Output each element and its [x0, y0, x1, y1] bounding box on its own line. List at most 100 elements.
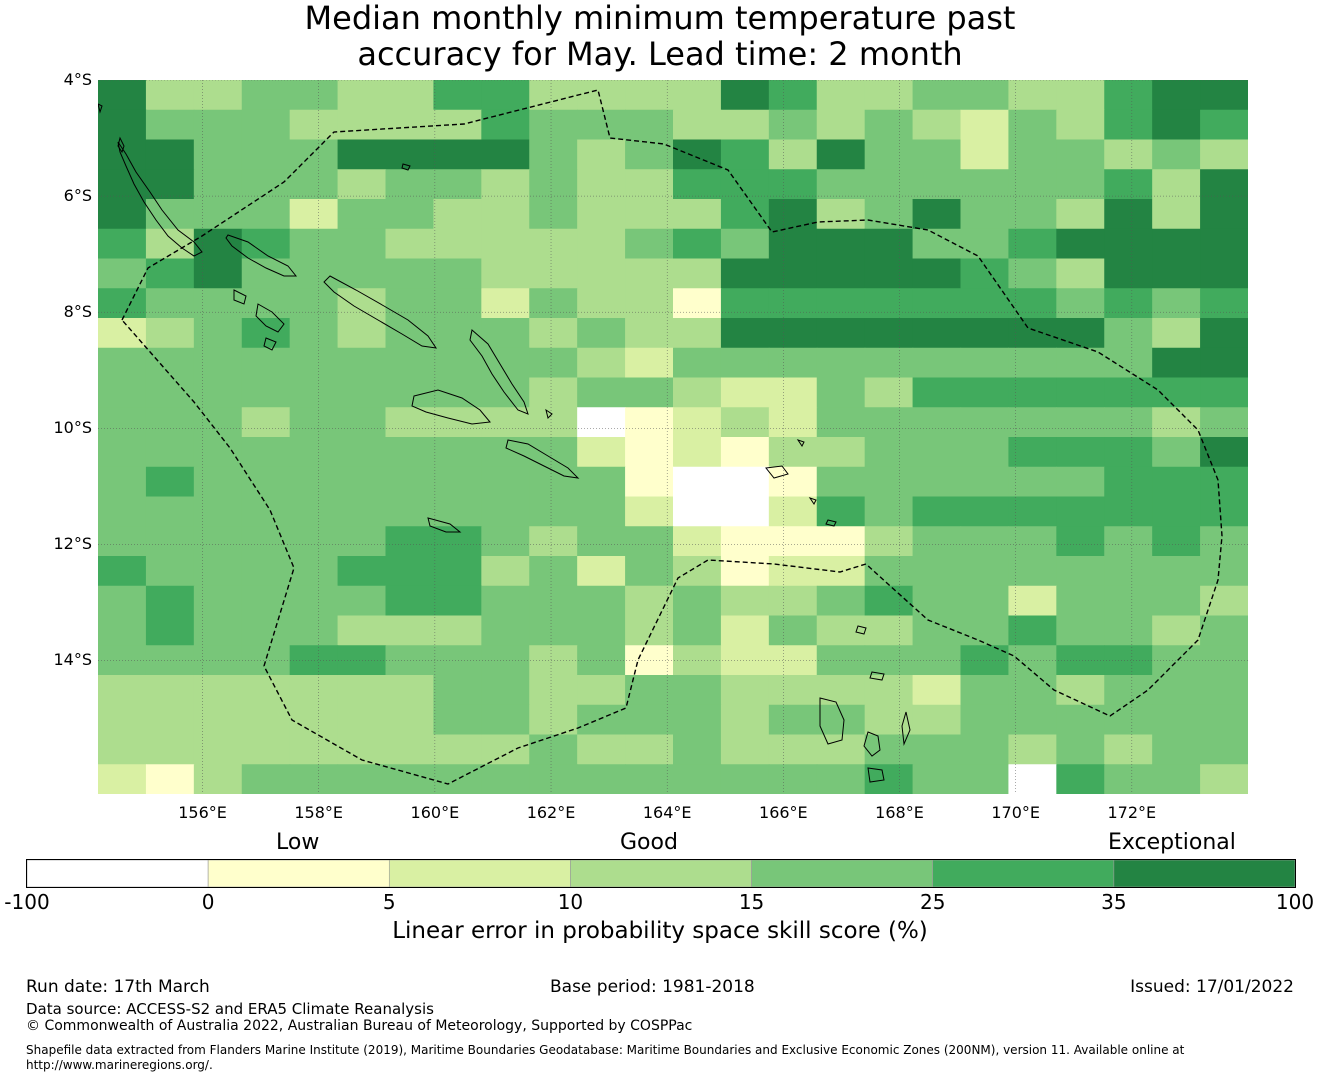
skill-cell	[1200, 496, 1248, 527]
skill-cell	[673, 675, 722, 706]
skill-cell	[98, 466, 147, 498]
skill-cell	[864, 437, 914, 468]
skill-cell	[337, 109, 387, 141]
skill-cell	[289, 675, 339, 706]
map-panel	[98, 80, 1248, 794]
skill-cell	[864, 585, 914, 617]
skill-cell	[720, 615, 770, 646]
skill-cell	[433, 258, 482, 289]
skill-cell	[241, 466, 291, 498]
skill-cell	[289, 556, 339, 587]
skill-cell	[481, 526, 530, 557]
skill-cell	[912, 496, 962, 527]
colorbar-tick-label: 0	[201, 890, 215, 914]
skill-cell	[1152, 377, 1201, 408]
skill-cell	[1008, 80, 1057, 111]
lon-tick-label: 162°E	[526, 803, 576, 822]
skill-cell	[1104, 288, 1153, 319]
island-bougainville	[117, 141, 203, 257]
skill-cell	[1104, 704, 1153, 736]
skill-cell	[768, 228, 818, 260]
skill-cell	[577, 169, 626, 200]
skill-cell	[337, 585, 387, 617]
skill-cell	[816, 734, 866, 765]
skill-cell	[1056, 318, 1105, 349]
skill-cell	[673, 228, 722, 260]
skill-cell	[1152, 139, 1201, 170]
skill-cell	[673, 80, 722, 111]
skill-cell	[385, 437, 435, 468]
skill-cell	[529, 466, 578, 498]
skill-cell	[1008, 139, 1057, 170]
colorbar-tick-label: 15	[738, 890, 765, 914]
skill-cell	[816, 764, 866, 794]
base-period: Base period: 1981-2018	[550, 977, 755, 997]
skill-cell	[529, 377, 578, 408]
skill-cell	[1104, 734, 1153, 765]
skill-cell	[1104, 675, 1153, 706]
skill-cell	[1152, 288, 1201, 319]
skill-cell	[98, 139, 147, 170]
lon-tick-label: 164°E	[642, 803, 692, 822]
skill-cell	[481, 556, 530, 587]
skill-cell	[433, 466, 482, 498]
skill-cell	[864, 556, 914, 587]
skill-cell	[577, 109, 626, 141]
skill-cell	[864, 675, 914, 706]
skill-cell	[625, 556, 674, 587]
skill-cell	[289, 169, 339, 200]
skill-cell	[768, 585, 818, 617]
skill-cell	[433, 199, 482, 230]
skill-cell	[768, 496, 818, 527]
skill-cell	[481, 377, 530, 408]
skill-cell	[193, 377, 243, 408]
skill-cell	[145, 585, 195, 617]
skill-cell	[912, 169, 962, 200]
skill-cell	[193, 526, 243, 557]
skill-cell	[1152, 526, 1201, 557]
skill-cell	[529, 764, 578, 794]
skill-cell	[1008, 347, 1057, 379]
skill-cell	[1008, 585, 1057, 617]
skill-cell	[768, 318, 818, 349]
skill-cell	[1008, 318, 1057, 349]
skill-cell	[768, 169, 818, 200]
skill-cell	[816, 585, 866, 617]
skill-cell	[193, 199, 243, 230]
skill-cell	[1200, 764, 1248, 794]
title-line-2: accuracy for May. Lead time: 2 month	[357, 35, 963, 73]
skill-cell	[193, 258, 243, 289]
skill-cell	[98, 318, 147, 349]
skill-cell	[1200, 645, 1248, 676]
skill-cell	[625, 704, 674, 736]
skill-cell	[98, 288, 147, 319]
skill-cell	[816, 496, 866, 527]
skill-cell	[864, 466, 914, 498]
colorbar	[26, 859, 1296, 888]
skill-cell	[960, 80, 1010, 111]
skill-cell	[912, 556, 962, 587]
skill-cell	[960, 526, 1010, 557]
skill-cell	[1056, 675, 1105, 706]
skill-cell	[385, 80, 435, 111]
skill-cell	[241, 109, 291, 141]
skill-cell	[625, 496, 674, 527]
skill-cell	[720, 318, 770, 349]
skill-cell	[193, 675, 243, 706]
skill-cell	[529, 585, 578, 617]
skill-cell	[768, 347, 818, 379]
skill-cell	[385, 228, 435, 260]
skill-cell	[768, 615, 818, 646]
skill-cell	[98, 80, 147, 111]
skill-cell	[337, 764, 387, 794]
skill-cell	[241, 139, 291, 170]
skill-cell	[720, 466, 770, 498]
island-santa-isabel	[323, 275, 438, 349]
skill-cell	[481, 704, 530, 736]
skill-cell	[337, 645, 387, 676]
skill-cell	[145, 288, 195, 319]
skill-cell	[193, 169, 243, 200]
skill-cell	[960, 407, 1010, 438]
skill-cell	[673, 526, 722, 557]
skill-cell	[864, 228, 914, 260]
